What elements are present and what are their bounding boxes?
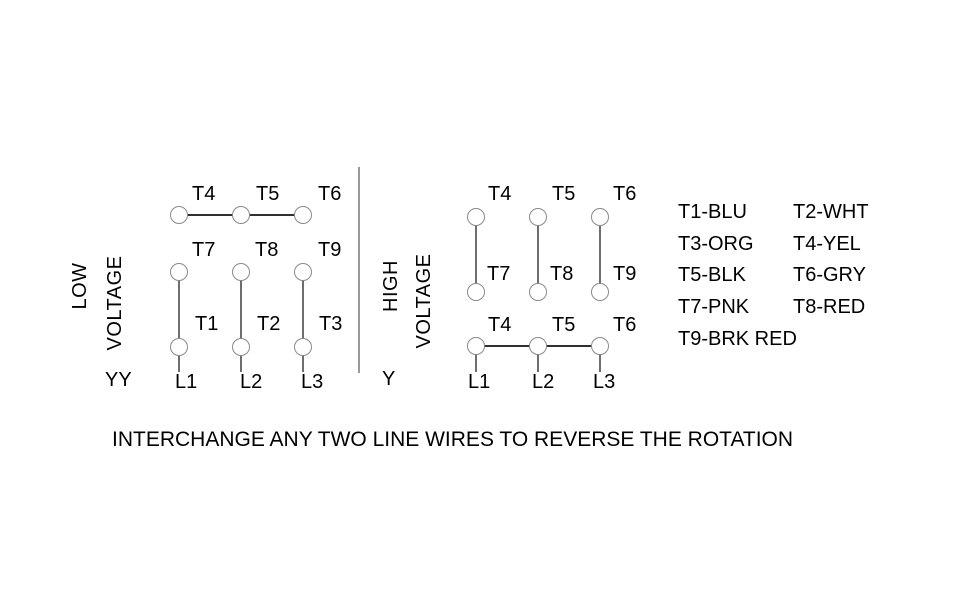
lv-terminal-label-t3: T3: [319, 313, 343, 335]
lv-terminal-label-t6: T6: [318, 183, 342, 205]
lv-line-label-l3: L3: [301, 371, 324, 393]
legend-entry-t8-red: T8-RED: [793, 296, 866, 318]
hv-terminal-circle-t6-top: [591, 208, 609, 226]
legend-entry-t9-brk-red: T9-BRK RED: [678, 328, 797, 350]
hv-line-label-l2: L2: [532, 371, 555, 393]
hv-terminal-label-t9: T9: [613, 263, 637, 285]
lv-terminal-circle-t9: [294, 263, 312, 281]
hv-line-label-l1: L1: [468, 371, 491, 393]
hv-terminal-circle-t9: [591, 283, 609, 301]
hv-wire-t4-t7: [475, 217, 477, 292]
hv-wire-l2-stub: [537, 346, 539, 372]
section-divider-line: [358, 167, 360, 373]
lv-terminal-label-t9: T9: [318, 239, 342, 261]
hv-line-label-l3: L3: [593, 371, 616, 393]
hv-terminal-label-t5-bottom: T5: [552, 314, 576, 336]
hv-terminal-label-t7: T7: [487, 263, 511, 285]
hv-side-label-high: HIGH: [380, 260, 402, 312]
lv-line-label-l2: L2: [240, 371, 263, 393]
lv-terminal-circle-t1: [170, 338, 188, 356]
lv-terminal-label-t1: T1: [195, 313, 219, 335]
hv-wire-l1-stub: [475, 346, 477, 372]
legend-entry-t5-blk: T5-BLK: [678, 264, 746, 286]
lv-terminal-circle-t2: [232, 338, 250, 356]
hv-wire-l3-stub: [599, 346, 601, 372]
lv-terminal-circle-t8: [232, 263, 250, 281]
lv-wire-t8-t2-l2: [240, 272, 242, 372]
lv-terminal-circle-t5: [232, 206, 250, 224]
lv-terminal-label-t5: T5: [256, 183, 280, 205]
hv-terminal-label-t6-bottom: T6: [613, 314, 637, 336]
hv-wire-t6-t9: [599, 217, 601, 292]
lv-wire-t7-t1-l1: [178, 272, 180, 372]
hv-terminal-label-t4-top: T4: [488, 183, 512, 205]
lv-terminal-label-t4: T4: [192, 183, 216, 205]
hv-terminal-circle-t8: [529, 283, 547, 301]
hv-terminal-circle-t4-bottom: [467, 337, 485, 355]
hv-terminal-label-t6-top: T6: [613, 183, 637, 205]
lv-terminal-label-t7: T7: [192, 239, 216, 261]
lv-terminal-label-t8: T8: [255, 239, 279, 261]
legend-entry-t6-gry: T6-GRY: [793, 264, 866, 286]
legend-entry-t1-blu: T1-BLU: [678, 201, 747, 223]
hv-terminal-label-t8: T8: [550, 263, 574, 285]
hv-wire-t5-t8: [537, 217, 539, 292]
lv-config-label-yy: YY: [105, 369, 132, 391]
hv-terminal-circle-t6-bottom: [591, 337, 609, 355]
hv-side-label-voltage: VOLTAGE: [413, 253, 435, 349]
lv-terminal-label-t2: T2: [257, 313, 281, 335]
lv-line-label-l1: L1: [175, 371, 198, 393]
legend-entry-t2-wht: T2-WHT: [793, 201, 869, 223]
lv-terminal-circle-t3: [294, 338, 312, 356]
lv-wire-t9-t3-l3: [302, 272, 304, 372]
lv-terminal-circle-t6: [294, 206, 312, 224]
hv-terminal-circle-t4-top: [467, 208, 485, 226]
lv-terminal-circle-t4: [170, 206, 188, 224]
legend-entry-t7-pnk: T7-PNK: [678, 296, 750, 318]
lv-side-label-voltage: VOLTAGE: [104, 255, 126, 351]
legend-entry-t4-yel: T4-YEL: [793, 233, 861, 255]
hv-terminal-circle-t5-bottom: [529, 337, 547, 355]
lv-side-label-low: LOW: [69, 262, 91, 310]
hv-terminal-circle-t7: [467, 283, 485, 301]
legend-entry-t3-org: T3-ORG: [678, 233, 754, 255]
rotation-reversal-caption: INTERCHANGE ANY TWO LINE WIRES TO REVERS…: [112, 428, 794, 451]
lv-terminal-circle-t7: [170, 263, 188, 281]
hv-terminal-circle-t5-top: [529, 208, 547, 226]
hv-terminal-label-t5-top: T5: [552, 183, 576, 205]
hv-terminal-label-t4-bottom: T4: [488, 314, 512, 336]
hv-config-label-y: Y: [382, 368, 396, 390]
